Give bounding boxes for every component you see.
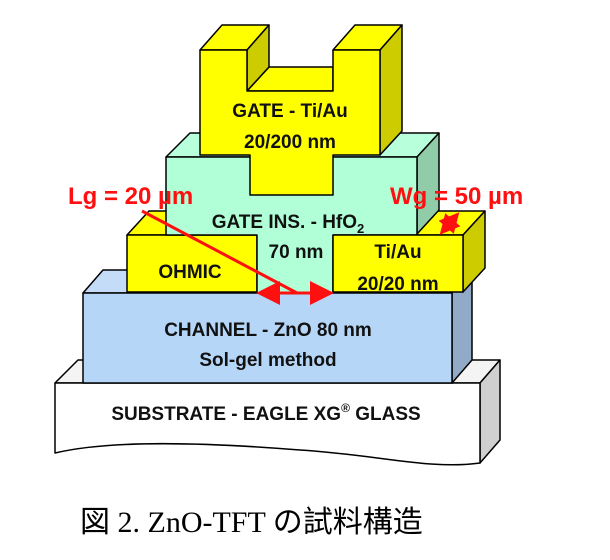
gate-width-arrow xyxy=(438,212,461,235)
gate-thickness: 20/200 nm xyxy=(244,132,336,153)
gate-width-label: Wg = 50 µm xyxy=(390,183,523,210)
gate-length-leader-line xyxy=(141,209,298,295)
ohmic-right-thickness: 20/20 nm xyxy=(357,274,438,295)
figure-caption: 図 2. ZnO-TFT の試料構造 xyxy=(80,506,423,539)
gate-electrode xyxy=(199,24,403,196)
gate-label: GATE - Ti/Au xyxy=(232,101,347,122)
gate-length-label: Lg = 20 µm xyxy=(68,183,193,210)
insulator-thickness: 70 nm xyxy=(269,242,324,263)
ohmic-right-front xyxy=(332,234,464,293)
ohmic-right-label: Ti/Au xyxy=(374,242,421,263)
insulator-label: GATE INS. - HfO2 xyxy=(212,212,365,236)
substrate-label: SUBSTRATE - EAGLE XG® GLASS xyxy=(111,401,420,425)
channel-label: CHANNEL - ZnO 80 nm xyxy=(164,320,372,341)
ohmic-left-label: OHMIC xyxy=(158,262,222,283)
channel-method: Sol-gel method xyxy=(199,350,336,371)
